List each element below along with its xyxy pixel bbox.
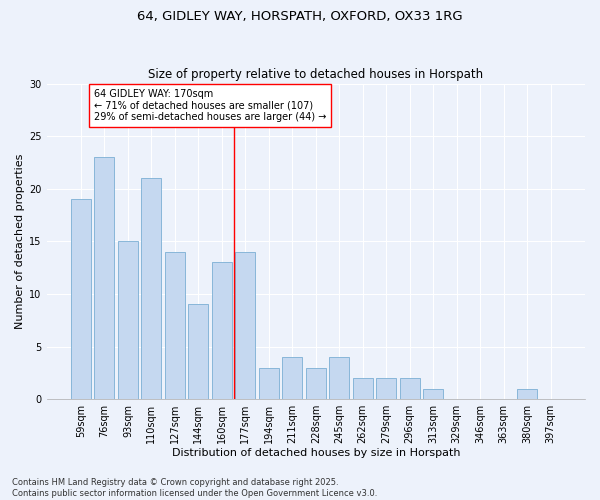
Bar	[71, 200, 91, 399]
Bar	[423, 388, 443, 399]
Bar	[376, 378, 396, 399]
Text: 64, GIDLEY WAY, HORSPATH, OXFORD, OX33 1RG: 64, GIDLEY WAY, HORSPATH, OXFORD, OX33 1…	[137, 10, 463, 23]
Bar	[353, 378, 373, 399]
Bar	[188, 304, 208, 399]
Bar	[283, 357, 302, 399]
Bar	[142, 178, 161, 399]
Bar	[235, 252, 256, 399]
Bar	[94, 157, 115, 399]
Y-axis label: Number of detached properties: Number of detached properties	[15, 154, 25, 329]
Bar	[400, 378, 419, 399]
Bar	[118, 242, 138, 399]
Bar	[329, 357, 349, 399]
Text: Contains HM Land Registry data © Crown copyright and database right 2025.
Contai: Contains HM Land Registry data © Crown c…	[12, 478, 377, 498]
Bar	[259, 368, 279, 399]
Title: Size of property relative to detached houses in Horspath: Size of property relative to detached ho…	[148, 68, 484, 81]
X-axis label: Distribution of detached houses by size in Horspath: Distribution of detached houses by size …	[172, 448, 460, 458]
Text: 64 GIDLEY WAY: 170sqm
← 71% of detached houses are smaller (107)
29% of semi-det: 64 GIDLEY WAY: 170sqm ← 71% of detached …	[94, 89, 326, 122]
Bar	[212, 262, 232, 399]
Bar	[517, 388, 537, 399]
Bar	[306, 368, 326, 399]
Bar	[165, 252, 185, 399]
